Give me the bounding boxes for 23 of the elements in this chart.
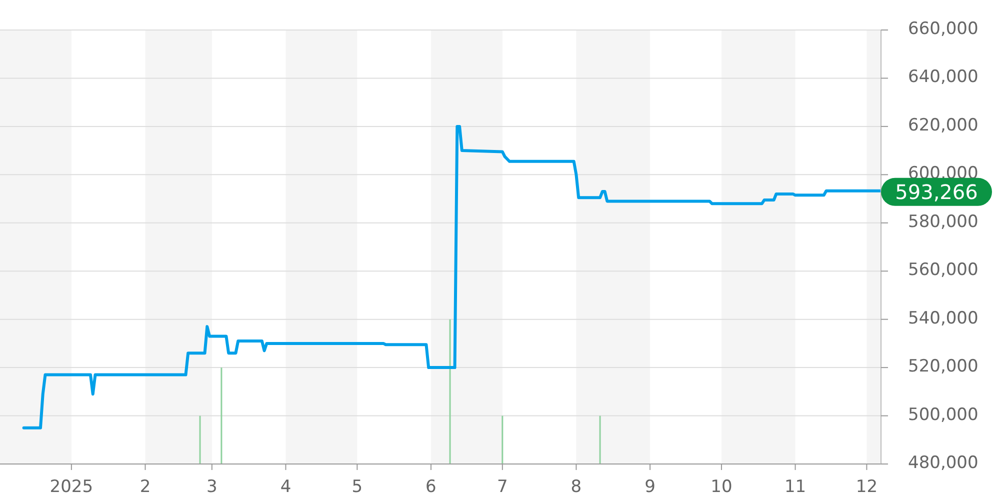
x-tick-label: 7 — [496, 477, 508, 497]
y-tick-label: 500,000 — [908, 404, 978, 425]
y-tick-label: 660,000 — [908, 19, 978, 39]
y-tick-label: 480,000 — [908, 453, 978, 473]
x-tick-label: 8 — [570, 477, 582, 497]
x-tick-label: 10 — [710, 477, 732, 497]
x-tick-label: 11 — [784, 477, 806, 497]
x-tick-label: 4 — [280, 477, 292, 497]
x-tick-label: 6 — [426, 477, 436, 497]
y-tick-label: 620,000 — [908, 115, 978, 136]
y-tick-label: 540,000 — [908, 308, 978, 328]
y-tick-label: 580,000 — [908, 212, 978, 232]
x-tick-label: 2025 — [50, 477, 94, 497]
x-tick-label: 12 — [856, 477, 878, 497]
annotation: 593,266 — [895, 180, 978, 204]
y-tick-label: 640,000 — [908, 67, 978, 88]
x-tick-label: 2 — [140, 477, 151, 497]
line-series — [22, 124, 882, 430]
x-tick-label: 3 — [206, 477, 218, 497]
y-tick-label: 520,000 — [908, 356, 978, 377]
x-tick-label: 9 — [644, 477, 656, 497]
x-tick-label: 5 — [352, 477, 363, 497]
y-tick-label: 560,000 — [908, 260, 978, 280]
